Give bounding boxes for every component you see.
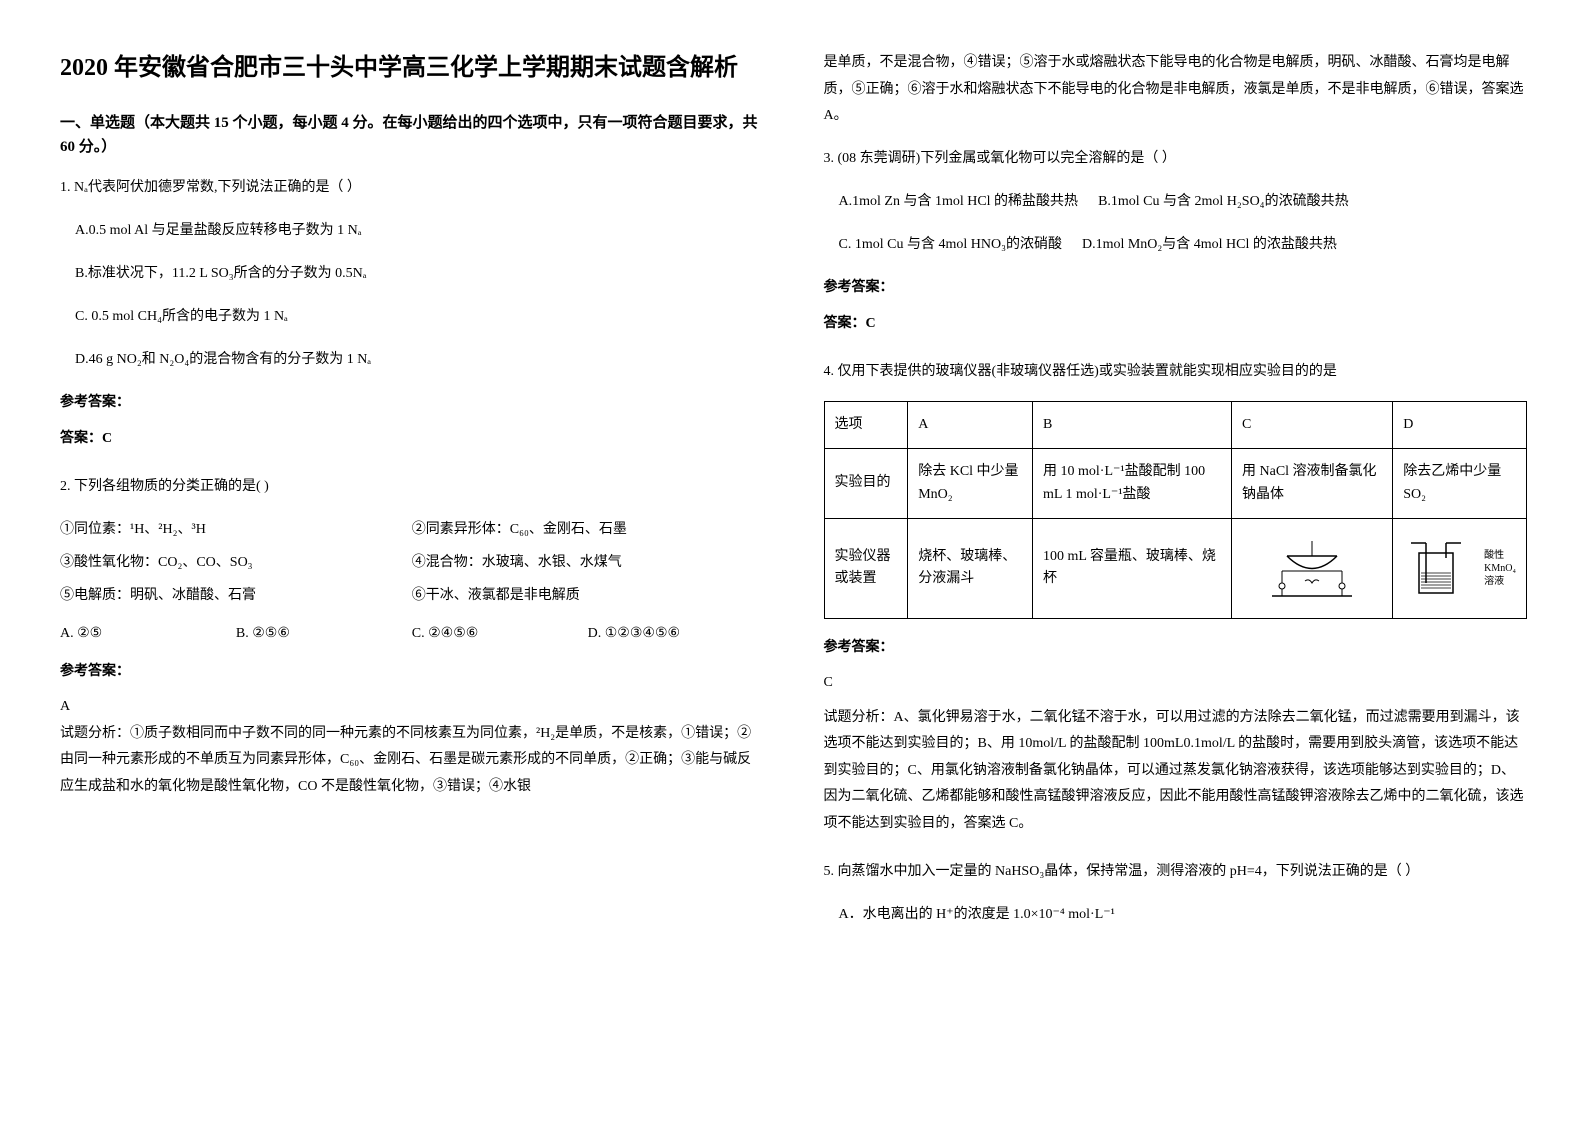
q2-analysis-cont: 是单质，不是混合物，④错误；⑤溶于水或熔融状态下能导电的化合物是电解质，明矾、冰… (824, 50, 1528, 130)
q2-stmt-6: ⑥干冰、液氯都是非电解质 (412, 582, 764, 610)
q4-table: 选项 A B C D 实验目的 除去 KCl 中少量 MnO₂ 用 10 mol… (824, 401, 1528, 619)
q2-option-c: C. ②④⑤⑥ (412, 620, 588, 648)
evaporating-dish-icon (1267, 531, 1357, 606)
table-cell: 除去乙烯中少量 SO₂ (1393, 449, 1527, 519)
q3-option-c: C. 1mol Cu 与含 4mol HNO₃的浓硝酸 (839, 231, 1062, 259)
q2-analysis: 试题分析：①质子数相同而中子数不同的同一种元素的不同核素互为同位素，²H₂是单质… (60, 721, 764, 801)
apparatus-label-1: 酸性 (1484, 549, 1516, 562)
question-4: 4. 仅用下表提供的玻璃仪器(非玻璃仪器任选)或实验装置就能实现相应实验目的的是… (824, 358, 1528, 838)
table-cell: 100 mL 容量瓶、玻璃棒、烧杯 (1033, 518, 1232, 618)
q1-option-a: A.0.5 mol Al 与足量盐酸反应转移电子数为 1 Nₐ (75, 217, 764, 245)
question-3: 3. (08 东莞调研)下列金属或氧化物可以完全溶解的是（ ） A.1mol Z… (824, 145, 1528, 338)
table-cell: 烧杯、玻璃棒、分液漏斗 (908, 518, 1033, 618)
q4-answer: C (824, 670, 1528, 697)
table-cell: 实验目的 (824, 449, 908, 519)
q3-option-b: B.1mol Cu 与含 2mol H₂SO₄的浓硫酸共热 (1098, 188, 1349, 216)
q1-option-d: D.46 g NO₂和 N₂O₄的混合物含有的分子数为 1 Nₐ (75, 346, 764, 374)
q4-stem: 4. 仅用下表提供的玻璃仪器(非玻璃仪器任选)或实验装置就能实现相应实验目的的是 (824, 358, 1528, 386)
gas-washing-icon (1411, 533, 1471, 603)
apparatus-label-3: 溶液 (1484, 575, 1516, 588)
q3-option-a: A.1mol Zn 与含 1mol HCl 的稀盐酸共热 (839, 188, 1079, 216)
table-cell: A (908, 401, 1033, 448)
q1-stem: 1. Nₐ代表阿伏加德罗常数,下列说法正确的是（ ） (60, 174, 764, 202)
table-cell: 实验仪器或装置 (824, 518, 908, 618)
question-2: 2. 下列各组物质的分类正确的是( ) ①同位素：¹H、²H₂、³H ②同素异形… (60, 473, 764, 800)
q2-stem: 2. 下列各组物质的分类正确的是( ) (60, 473, 764, 501)
q2-stmt-3: ③酸性氧化物：CO₂、CO、SO₃ (60, 549, 412, 577)
table-cell (1232, 518, 1393, 618)
table-cell: 选项 (824, 401, 908, 448)
table-cell: D (1393, 401, 1527, 448)
q3-stem: 3. (08 东莞调研)下列金属或氧化物可以完全溶解的是（ ） (824, 145, 1528, 173)
q4-analysis: 试题分析：A、氯化钾易溶于水，二氧化锰不溶于水，可以用过滤的方法除去二氧化锰，而… (824, 705, 1528, 838)
q2-answer-label: 参考答案： (60, 658, 764, 686)
apparatus-label-2: KMnO₄ (1484, 562, 1516, 575)
table-cell: 用 NaCl 溶液制备氯化钠晶体 (1232, 449, 1393, 519)
table-cell: C (1232, 401, 1393, 448)
page-title: 2020 年安徽省合肥市三十头中学高三化学上学期期末试题含解析 (60, 50, 764, 86)
q2-option-b: B. ②⑤⑥ (236, 620, 412, 648)
left-column: 2020 年安徽省合肥市三十头中学高三化学上学期期末试题含解析 一、单选题（本大… (60, 50, 764, 949)
right-column: 是单质，不是混合物，④错误；⑤溶于水或熔融状态下能导电的化合物是电解质，明矾、冰… (824, 50, 1528, 949)
q2-stmt-4: ④混合物：水玻璃、水银、水煤气 (412, 549, 764, 577)
q2-statements: ①同位素：¹H、²H₂、³H ②同素异形体：C₆₀、金刚石、石墨 ③酸性氧化物：… (60, 516, 764, 610)
q4-answer-label: 参考答案： (824, 634, 1528, 662)
q1-option-c: C. 0.5 mol CH₄所含的电子数为 1 Nₐ (75, 303, 764, 331)
question-1: 1. Nₐ代表阿伏加德罗常数,下列说法正确的是（ ） A.0.5 mol Al … (60, 174, 764, 453)
table-cell: 用 10 mol·L⁻¹盐酸配制 100 mL 1 mol·L⁻¹盐酸 (1033, 449, 1232, 519)
table-cell: B (1033, 401, 1232, 448)
q2-option-d: D. ①②③④⑤⑥ (588, 620, 764, 648)
table-row: 实验目的 除去 KCl 中少量 MnO₂ 用 10 mol·L⁻¹盐酸配制 10… (824, 449, 1527, 519)
table-row: 实验仪器或装置 烧杯、玻璃棒、分液漏斗 100 mL 容量瓶、玻璃棒、烧杯 (824, 518, 1527, 618)
q3-option-d: D.1mol MnO₂与含 4mol HCl 的浓盐酸共热 (1082, 231, 1337, 259)
q5-stem: 5. 向蒸馏水中加入一定量的 NaHSO₃晶体，保持常温，测得溶液的 pH=4，… (824, 858, 1528, 886)
table-cell: 除去 KCl 中少量 MnO₂ (908, 449, 1033, 519)
table-cell: 酸性 KMnO₄ 溶液 (1393, 518, 1527, 618)
q3-answer-label: 参考答案： (824, 274, 1528, 302)
q1-answer: 答案：C (60, 425, 764, 453)
q2-stmt-1: ①同位素：¹H、²H₂、³H (60, 516, 412, 544)
q1-answer-label: 参考答案： (60, 389, 764, 417)
q2-stmt-2: ②同素异形体：C₆₀、金刚石、石墨 (412, 516, 764, 544)
table-row: 选项 A B C D (824, 401, 1527, 448)
q5-option-a: A．水电离出的 H⁺的浓度是 1.0×10⁻⁴ mol·L⁻¹ (839, 901, 1528, 929)
question-5: 5. 向蒸馏水中加入一定量的 NaHSO₃晶体，保持常温，测得溶液的 pH=4，… (824, 858, 1528, 929)
section-1-header: 一、单选题（本大题共 15 个小题，每小题 4 分。在每小题给出的四个选项中，只… (60, 111, 764, 159)
q2-stmt-5: ⑤电解质：明矾、冰醋酸、石膏 (60, 582, 412, 610)
q2-answer: A (60, 694, 764, 721)
q2-options: A. ②⑤ B. ②⑤⑥ C. ②④⑤⑥ D. ①②③④⑤⑥ (60, 620, 764, 648)
q1-option-b: B.标准状况下，11.2 L SO₃所含的分子数为 0.5Nₐ (75, 260, 764, 288)
q3-answer: 答案：C (824, 310, 1528, 338)
q2-option-a: A. ②⑤ (60, 620, 236, 648)
